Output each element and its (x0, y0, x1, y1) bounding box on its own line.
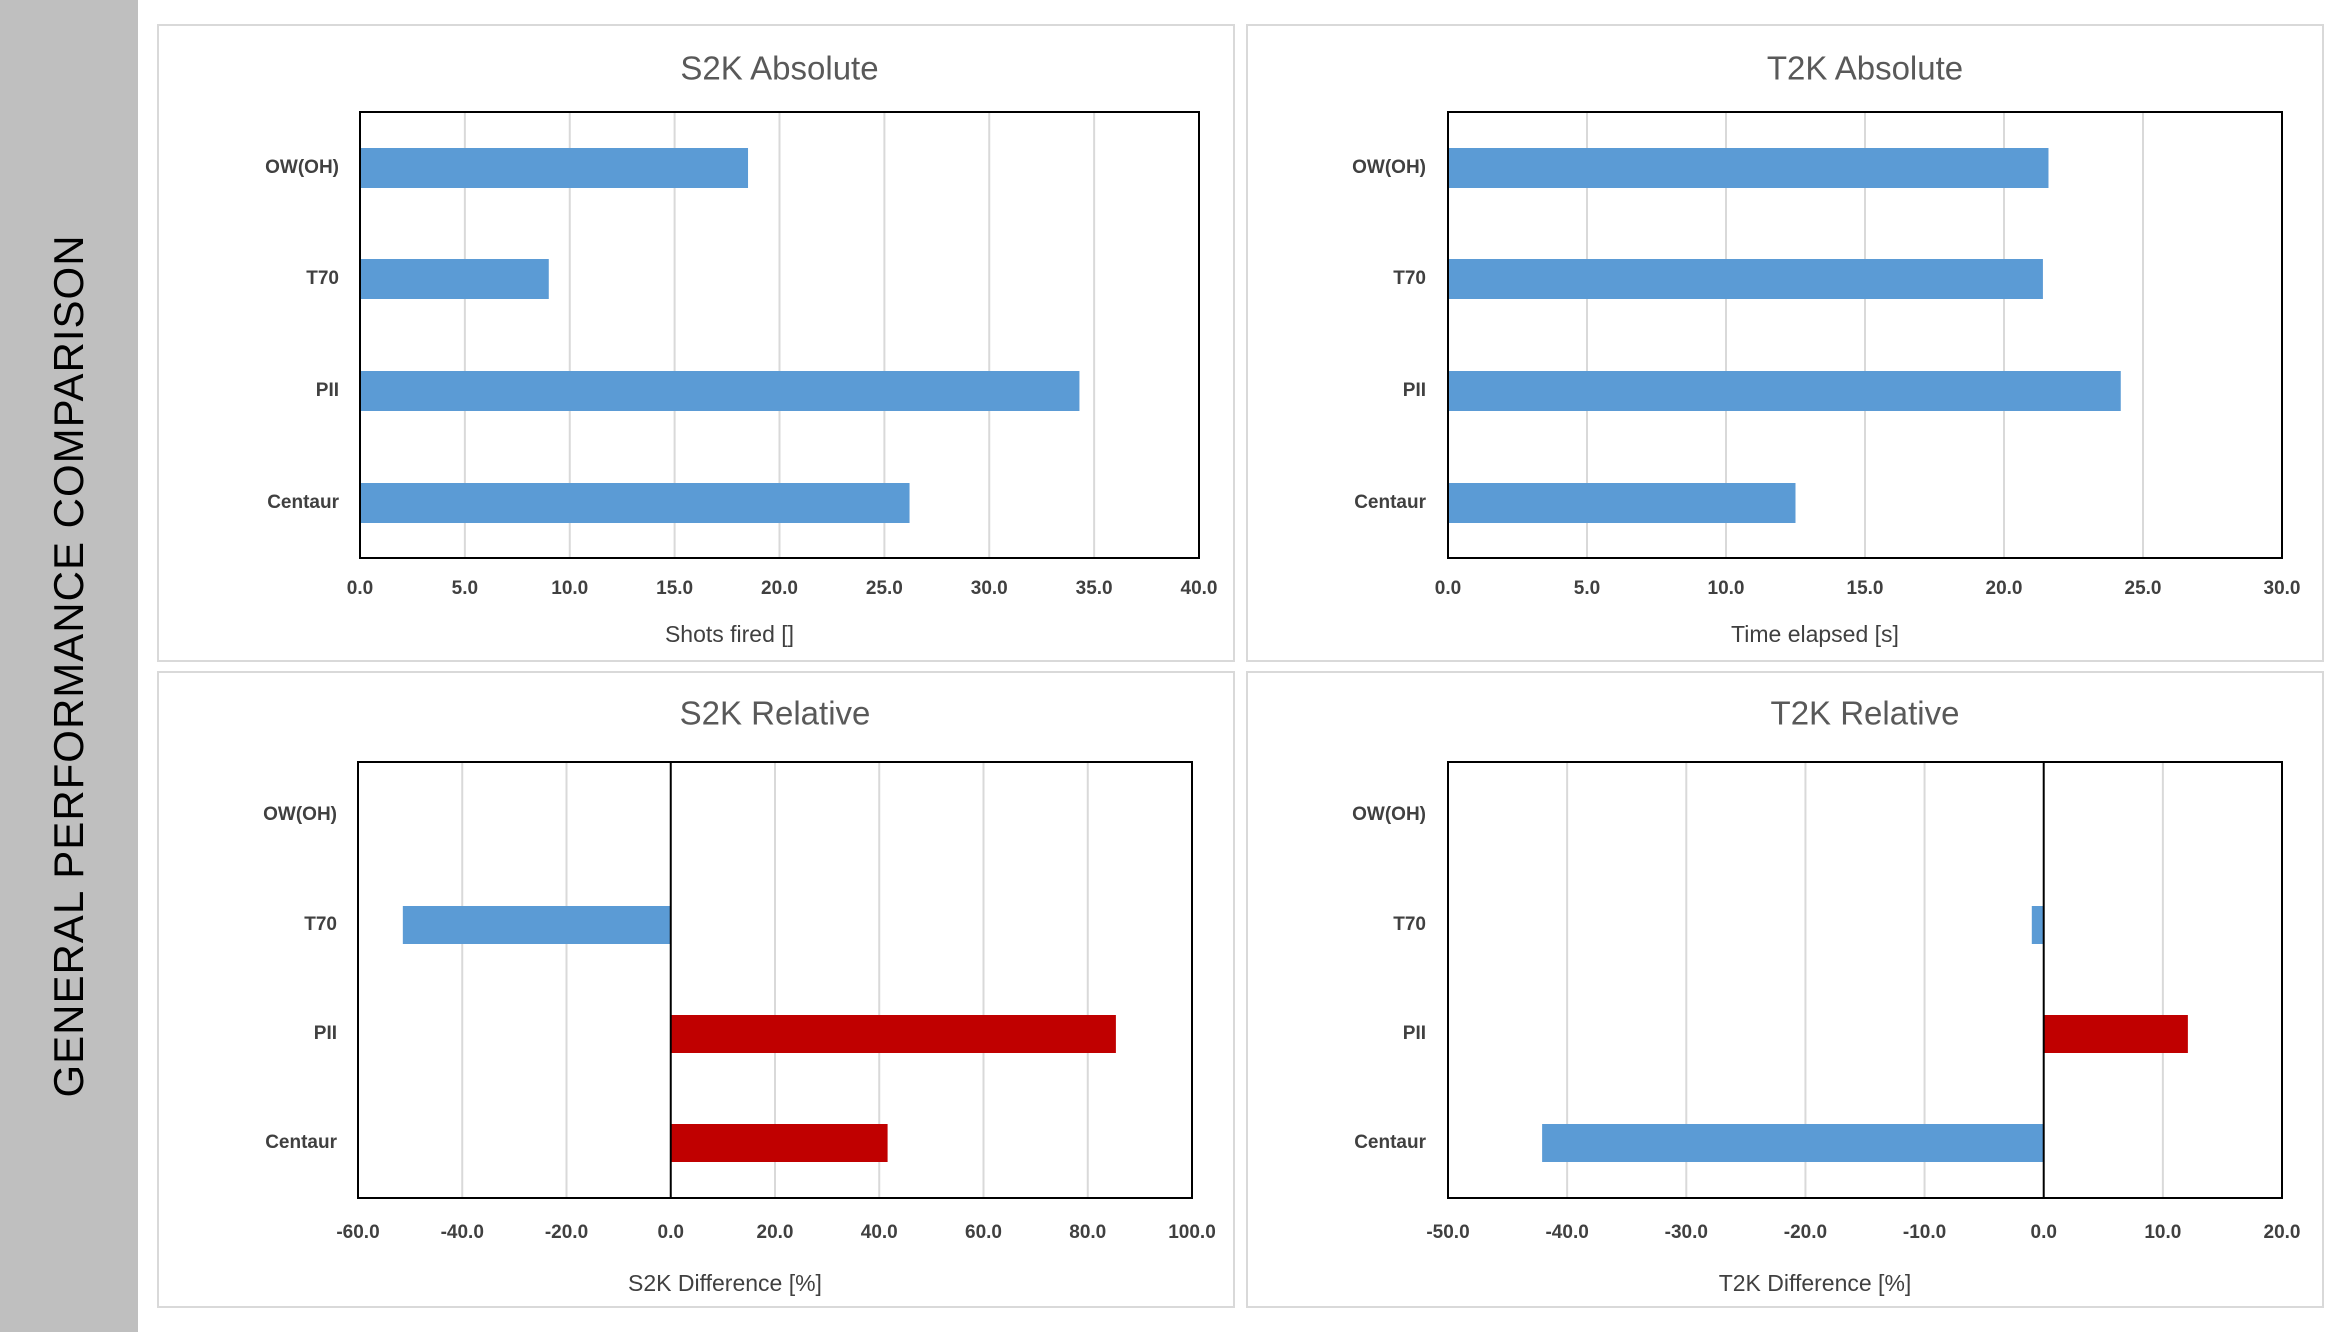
x-tick-label: 10.0 (1708, 578, 1745, 599)
x-tick-label: 5.0 (1574, 578, 1600, 599)
category-label: Centaur (265, 1132, 337, 1153)
x-tick-label: 15.0 (1847, 578, 1884, 599)
bar-t70 (1448, 259, 2043, 299)
category-label: OW(OH) (263, 804, 337, 825)
bar-centaur (670, 1124, 888, 1162)
category-label: OW(OH) (1352, 157, 1426, 178)
category-label: PII (314, 1023, 337, 1044)
category-label: PII (316, 380, 339, 401)
x-tick-label: -40.0 (1545, 1222, 1588, 1243)
chart-t2k-absolute: T2K Absolute 0.0 5.0 10.0 15.0 20.0 25.0 30.0 OW… (1352, 50, 2301, 647)
x-axis-label: T2K Difference [%] (1719, 1270, 1912, 1296)
bar-centaur (1448, 483, 1796, 523)
x-tick-label: 0.0 (1435, 578, 1461, 599)
chart-title: T2K Absolute (1767, 50, 1963, 87)
x-tick-label: -50.0 (1426, 1222, 1469, 1243)
chart-title: S2K Absolute (680, 50, 878, 87)
category-label: T70 (304, 914, 337, 935)
category-label: PII (1403, 1023, 1426, 1044)
x-axis-label: S2K Difference [%] (628, 1270, 822, 1296)
chart-panel-t2k-relative: T2K Relative -50.0 -40.0 -30.0 -20.0 -10.0 0.0… (1246, 671, 2324, 1308)
x-tick-label: 40.0 (861, 1222, 898, 1243)
bar-centaur (360, 483, 910, 523)
x-tick-label: 60.0 (965, 1222, 1002, 1243)
x-tick-label: 20.0 (757, 1222, 794, 1243)
x-tick-label: 0.0 (347, 578, 373, 599)
sidebar: GENERAL PERFORMANCE COMPARISON (0, 0, 138, 1332)
bar-pii (670, 1015, 1116, 1053)
plot-area-border (359, 111, 1200, 559)
category-label: T70 (1393, 268, 1426, 289)
x-axis-label: Shots fired [] (665, 621, 794, 647)
chart-s2k-relative: S2K Relative -60.0 -40.0 -20.0 0.0 20.0 40.0 60… (263, 695, 1216, 1296)
chart-title: T2K Relative (1771, 695, 1960, 732)
bar-ow-oh (360, 148, 749, 188)
category-label: T70 (306, 268, 339, 289)
x-axis-label: Time elapsed [s] (1731, 621, 1899, 647)
bar-centaur (1542, 1124, 2044, 1162)
x-tick-label: 35.0 (1076, 578, 1113, 599)
plot-area-border (1447, 111, 2283, 559)
x-tick-label: -20.0 (1784, 1222, 1827, 1243)
category-label: OW(OH) (1352, 804, 1426, 825)
x-tick-label: 25.0 (2125, 578, 2162, 599)
x-tick-label: -40.0 (441, 1222, 484, 1243)
x-tick-label: 0.0 (2031, 1222, 2057, 1243)
plot-area-border (1447, 761, 2283, 1199)
bar-pii (2043, 1015, 2188, 1053)
bar-t70 (360, 259, 549, 299)
x-tick-label: 30.0 (971, 578, 1008, 599)
sidebar-title: GENERAL PERFORMANCE COMPARISON (45, 234, 92, 1098)
x-tick-label: 10.0 (551, 578, 588, 599)
category-label: Centaur (267, 492, 339, 513)
x-tick-label: 5.0 (452, 578, 478, 599)
x-tick-label: 100.0 (1168, 1222, 1216, 1243)
x-tick-label: 15.0 (656, 578, 693, 599)
plot-area-border (357, 761, 1193, 1199)
x-tick-label: 30.0 (2264, 578, 2301, 599)
bar-t70 (402, 906, 671, 944)
x-tick-label: 20.0 (1986, 578, 2023, 599)
x-tick-label: 40.0 (1181, 578, 1218, 599)
x-tick-label: 10.0 (2144, 1222, 2181, 1243)
chart-s2k-absolute: S2K Absolute 0.0 5.0 10.0 15.0 20.0 25.0 30.0 35… (265, 50, 1218, 647)
x-tick-label: 0.0 (658, 1222, 684, 1243)
chart-panel-s2k-relative: S2K Relative -60.0 -40.0 -20.0 0.0 20.0 40.0 60… (157, 671, 1235, 1308)
x-tick-label: -60.0 (336, 1222, 379, 1243)
chart-panel-t2k-absolute: T2K Absolute 0.0 5.0 10.0 15.0 20.0 25.0 30.0 OW… (1246, 24, 2324, 662)
bar-pii (360, 371, 1080, 411)
x-tick-label: -10.0 (1903, 1222, 1946, 1243)
bar-t70 (2031, 906, 2044, 944)
x-tick-label: -20.0 (545, 1222, 588, 1243)
chart-panel-s2k-absolute: S2K Absolute 0.0 5.0 10.0 15.0 20.0 25.0 30.0 35… (157, 24, 1235, 662)
x-tick-label: -30.0 (1665, 1222, 1708, 1243)
chart-t2k-relative: T2K Relative -50.0 -40.0 -30.0 -20.0 -10.0 0.0… (1352, 695, 2301, 1296)
category-label: Centaur (1354, 492, 1426, 513)
category-label: PII (1403, 380, 1426, 401)
category-label: OW(OH) (265, 157, 339, 178)
bar-pii (1448, 371, 2121, 411)
x-tick-label: 20.0 (761, 578, 798, 599)
x-tick-label: 25.0 (866, 578, 903, 599)
x-tick-label: 20.0 (2264, 1222, 2301, 1243)
x-tick-label: 80.0 (1069, 1222, 1106, 1243)
bar-ow-oh (1448, 148, 2049, 188)
category-label: T70 (1393, 914, 1426, 935)
chart-title: S2K Relative (680, 695, 871, 732)
category-label: Centaur (1354, 1132, 1426, 1153)
